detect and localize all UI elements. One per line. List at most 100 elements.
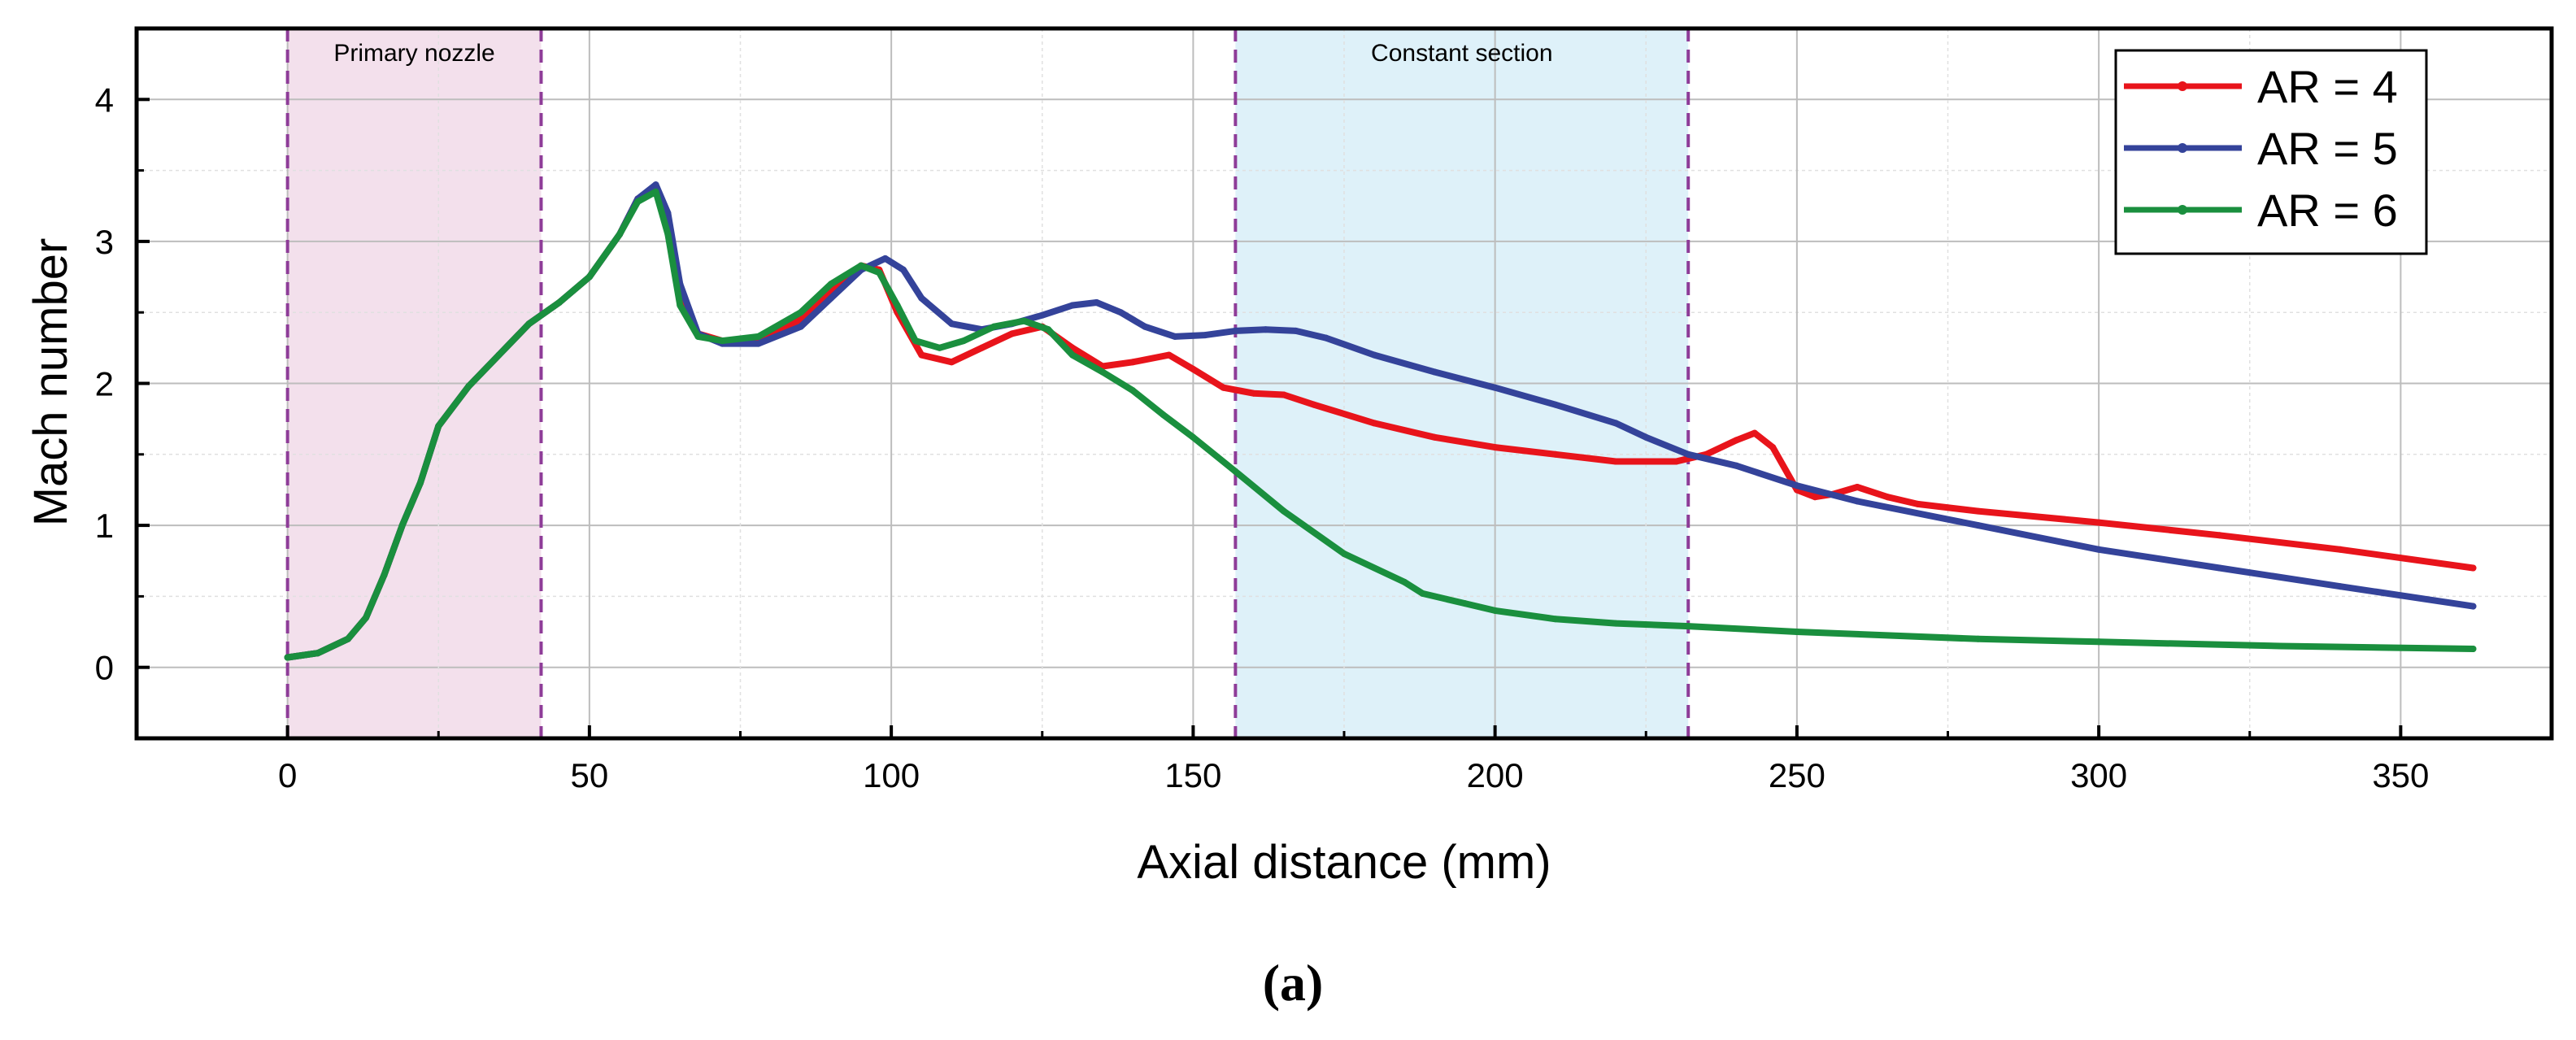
series-2-point (948, 320, 955, 328)
series-3-point (1341, 550, 1347, 557)
series-2-point (1974, 522, 1982, 529)
series-3-point (876, 269, 883, 276)
series-2-point (2469, 603, 2477, 610)
x-tick-label: 350 (2372, 756, 2429, 794)
series-2-point (881, 255, 889, 262)
series-2-point (918, 294, 925, 302)
series-3-point (585, 273, 593, 281)
series-3-point (1280, 507, 1287, 515)
series-3-point (1020, 317, 1028, 324)
region-labels-layer: Primary nozzle Constant section (333, 40, 1552, 67)
series-3-point (1461, 600, 1469, 607)
series-1-point (1769, 444, 1777, 451)
series-3-point (1401, 578, 1408, 585)
region-boundary-lines (285, 28, 1690, 738)
series-3-point (465, 383, 472, 389)
y-tick-label: 4 (95, 81, 114, 119)
series-3-point (634, 198, 642, 205)
legend: AR = 4 AR = 5 AR = 6 (2114, 49, 2428, 255)
series-1-point (2469, 564, 2477, 572)
x-tick-label: 0 (278, 756, 297, 794)
series-3-point (719, 337, 726, 345)
x-axis-title: Axial distance (mm) (1137, 836, 1551, 889)
series-2-point (1733, 462, 1740, 469)
series-2-point (2095, 546, 2103, 553)
series-2-point (1371, 351, 1378, 359)
legend-label: AR = 4 (2257, 61, 2398, 112)
series-3-point (827, 281, 834, 288)
series-2-point (827, 294, 834, 302)
series-3-point (894, 302, 901, 309)
series-1-point (1280, 391, 1287, 398)
series-2-point (1093, 299, 1100, 306)
series-3-point (1685, 623, 1692, 630)
x-tick-label: 100 (863, 756, 920, 794)
series-3-point (652, 188, 659, 195)
series-1-point (1812, 494, 1819, 501)
series-1-point (1431, 433, 1438, 441)
series-3-point (1793, 629, 1800, 635)
series-1-point (1854, 484, 1861, 490)
series-3-point (344, 635, 351, 642)
series-1-point (2216, 532, 2223, 539)
series-2-point (652, 181, 659, 189)
series-3-point (2469, 646, 2477, 652)
y-axis-title: Mach number (24, 238, 77, 527)
y-tick-label: 1 (95, 507, 114, 545)
series-2-point (1202, 332, 1209, 339)
series-1-point (1129, 359, 1137, 366)
y-tick-label: 0 (95, 649, 114, 687)
series-2-point (755, 340, 762, 347)
region-label: Constant section (1371, 40, 1552, 67)
series-1-point (1220, 384, 1227, 391)
series-3-point (797, 309, 804, 316)
series-1-point (948, 359, 955, 366)
x-tick-label: 200 (1467, 756, 1524, 794)
x-tick-label: 300 (2070, 756, 2127, 794)
series-3-point (555, 299, 563, 306)
y-tick-label: 3 (95, 223, 114, 261)
series-1-point (918, 351, 925, 359)
series-3-point (1045, 326, 1052, 333)
series-3-point (284, 654, 291, 661)
series-3-point (2276, 642, 2283, 650)
series-3-point (1232, 468, 1239, 475)
series-2-point (2337, 583, 2344, 590)
series-2-point (1551, 401, 1559, 408)
series-1-point (1310, 401, 1317, 408)
series-3-point (1190, 433, 1197, 441)
series-2-point (1643, 433, 1650, 441)
series-3-point (1491, 607, 1499, 614)
series-2-point (1117, 309, 1125, 316)
x-tick-label: 250 (1769, 756, 1825, 794)
series-2-point (1491, 384, 1499, 391)
series-2-point (1431, 368, 1438, 376)
series-2-point (1038, 311, 1046, 319)
series-layer (284, 181, 2477, 661)
series-1-point (1751, 429, 1758, 437)
series-1-point (1165, 351, 1173, 359)
legend-swatch-marker (2178, 143, 2187, 153)
series-1-point (1673, 458, 1680, 465)
series-2-point (797, 323, 804, 330)
series-1-point (1551, 450, 1559, 458)
region-label: Primary nozzle (333, 40, 494, 67)
y-tick-label: 2 (95, 365, 114, 403)
series-3-point (755, 333, 762, 340)
series-1-point (1190, 366, 1197, 372)
series-2-point (1322, 334, 1329, 342)
series-1-point (1733, 437, 1740, 444)
series-1-point (1371, 420, 1378, 427)
series-2-point (1172, 333, 1179, 340)
series-1-point (1884, 494, 1891, 501)
legend-swatch-marker (2178, 81, 2187, 91)
series-2-point (1685, 450, 1692, 458)
series-3-point (525, 320, 533, 328)
series-3-point (1974, 635, 1982, 642)
series-2-point (1068, 302, 1076, 309)
ticks-layer: 0 50 100 150 200 250 300 350 0 1 2 3 4 (95, 81, 2553, 794)
series-3-point (363, 614, 370, 621)
series-1-point (1008, 330, 1016, 337)
series-3-point (2095, 638, 2103, 646)
